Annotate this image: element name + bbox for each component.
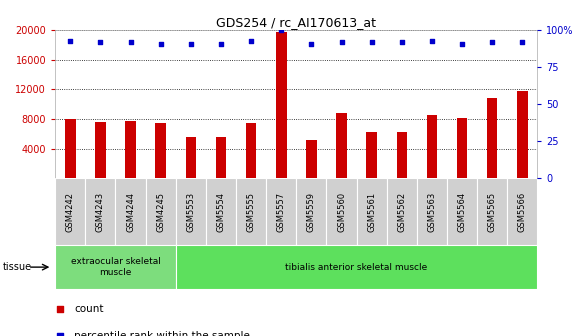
Point	[156, 41, 166, 46]
Point	[397, 39, 407, 45]
Bar	[55, 178, 85, 245]
Bar	[266, 178, 296, 245]
Text: GSM4243: GSM4243	[96, 192, 105, 232]
Point	[487, 39, 497, 45]
Point	[55, 333, 64, 336]
Bar	[426, 115, 437, 178]
Bar	[146, 178, 176, 245]
Bar	[176, 178, 206, 245]
Bar	[206, 178, 236, 245]
Bar	[306, 140, 317, 178]
Bar	[116, 178, 146, 245]
Bar	[236, 178, 266, 245]
Text: GSM4245: GSM4245	[156, 192, 165, 232]
Text: tissue: tissue	[3, 262, 32, 272]
Text: GSM5557: GSM5557	[277, 192, 286, 232]
Point	[518, 39, 527, 45]
Text: percentile rank within the sample: percentile rank within the sample	[74, 331, 250, 336]
Text: GSM5553: GSM5553	[187, 192, 195, 232]
Bar	[276, 33, 286, 178]
Bar	[55, 245, 176, 289]
Text: GSM5554: GSM5554	[217, 192, 225, 232]
Text: GSM5560: GSM5560	[337, 192, 346, 232]
Text: GSM5562: GSM5562	[397, 192, 406, 232]
Bar	[457, 118, 467, 178]
Bar	[417, 178, 447, 245]
Text: count: count	[74, 304, 104, 314]
Bar	[185, 137, 196, 178]
Bar	[95, 122, 106, 178]
Point	[55, 306, 64, 312]
Bar	[125, 121, 136, 178]
Bar	[487, 98, 497, 178]
Text: GSM5563: GSM5563	[428, 192, 436, 232]
Point	[126, 39, 135, 45]
Text: GSM4242: GSM4242	[66, 192, 75, 232]
Point	[96, 39, 105, 45]
Bar	[296, 178, 327, 245]
Point	[216, 41, 225, 46]
Bar	[327, 178, 357, 245]
Bar	[65, 119, 76, 178]
Bar	[447, 178, 477, 245]
Bar	[176, 245, 537, 289]
Text: GSM4244: GSM4244	[126, 192, 135, 232]
Text: GSM5564: GSM5564	[458, 192, 467, 232]
Bar	[387, 178, 417, 245]
Point	[66, 38, 75, 43]
Point	[186, 41, 195, 46]
Point	[457, 41, 467, 46]
Text: tibialis anterior skeletal muscle: tibialis anterior skeletal muscle	[285, 263, 428, 271]
Point	[367, 39, 376, 45]
Text: extraocular skeletal
muscle: extraocular skeletal muscle	[70, 257, 160, 277]
Bar	[85, 178, 116, 245]
Bar	[246, 123, 256, 178]
Point	[246, 38, 256, 43]
Bar	[357, 178, 387, 245]
Text: GSM5559: GSM5559	[307, 192, 316, 232]
Bar	[336, 113, 347, 178]
Bar	[517, 91, 528, 178]
Bar	[477, 178, 507, 245]
Bar	[155, 123, 166, 178]
Bar	[396, 131, 407, 178]
Text: GSM5555: GSM5555	[246, 192, 256, 232]
Text: GSM5566: GSM5566	[518, 192, 527, 232]
Text: GSM5561: GSM5561	[367, 192, 376, 232]
Title: GDS254 / rc_AI170613_at: GDS254 / rc_AI170613_at	[216, 16, 376, 29]
Point	[277, 28, 286, 33]
Point	[307, 41, 316, 46]
Bar	[507, 178, 537, 245]
Text: GSM5565: GSM5565	[487, 192, 497, 232]
Bar	[367, 132, 377, 178]
Bar	[216, 137, 226, 178]
Point	[427, 38, 436, 43]
Point	[337, 39, 346, 45]
